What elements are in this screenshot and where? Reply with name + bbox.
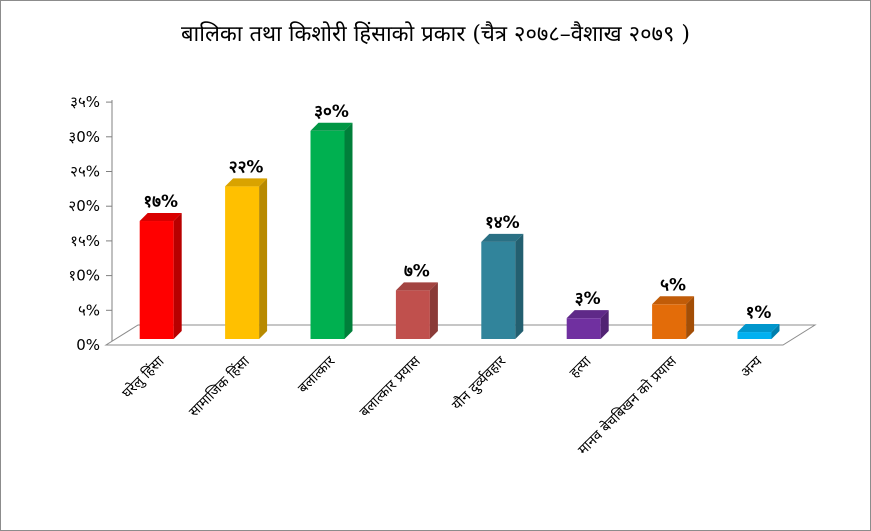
data-label: १% bbox=[746, 303, 772, 323]
data-label: १४% bbox=[485, 213, 520, 233]
bar-side bbox=[686, 296, 695, 339]
y-tick-label: २0% bbox=[68, 197, 100, 215]
category-label: बलात्कार प्रयास bbox=[357, 353, 424, 420]
category-label: हत्या bbox=[567, 353, 595, 381]
bar-side bbox=[259, 178, 268, 339]
bar bbox=[225, 178, 268, 339]
bar-side bbox=[173, 213, 182, 339]
y-tick-label: १0% bbox=[68, 267, 100, 285]
bar-front bbox=[652, 304, 687, 339]
bar-top bbox=[481, 233, 524, 242]
bar bbox=[395, 282, 438, 339]
y-tick-label: १५% bbox=[70, 232, 100, 250]
bar-front bbox=[481, 241, 516, 339]
data-label: ७% bbox=[404, 261, 430, 281]
bar bbox=[310, 122, 353, 339]
bar-top bbox=[310, 122, 353, 131]
bar-front bbox=[566, 318, 601, 339]
bar bbox=[481, 233, 524, 339]
bar-side bbox=[429, 282, 438, 339]
category-label: सामाजिक हिंसा bbox=[185, 353, 253, 421]
bar-front bbox=[395, 290, 430, 339]
bar-front bbox=[139, 221, 174, 339]
bar-top bbox=[395, 282, 438, 291]
bar-top bbox=[225, 178, 268, 187]
data-label: २२% bbox=[229, 157, 264, 177]
bar-side bbox=[344, 122, 353, 339]
bar-front bbox=[310, 130, 345, 339]
y-tick-label: ३0% bbox=[68, 128, 100, 146]
bar bbox=[652, 296, 695, 339]
bar-side bbox=[600, 310, 609, 339]
category-label: अन्य bbox=[738, 353, 766, 381]
bar-side bbox=[515, 233, 524, 339]
bar-top bbox=[139, 213, 182, 222]
data-label: ३% bbox=[575, 289, 601, 309]
bar-side bbox=[771, 324, 780, 339]
bar-front bbox=[737, 332, 772, 339]
y-tick-label: ३५% bbox=[70, 93, 100, 111]
y-tick-label: 0% bbox=[76, 336, 100, 354]
data-label: १७% bbox=[143, 192, 178, 212]
bar bbox=[139, 213, 182, 339]
bar bbox=[737, 324, 780, 339]
chart-floor bbox=[104, 324, 817, 346]
bar bbox=[566, 310, 609, 339]
y-tick-label: ५% bbox=[78, 301, 100, 319]
y-tick-label: २५% bbox=[70, 163, 100, 181]
category-label: घरेलु हिंसा bbox=[119, 353, 168, 402]
bar-top bbox=[737, 324, 780, 333]
category-label: यौन दुर्व्यवहार bbox=[448, 353, 510, 415]
data-label: ३०% bbox=[314, 102, 349, 122]
data-label: ५% bbox=[660, 275, 686, 295]
bar-top bbox=[652, 296, 695, 305]
chart-title: बालिका तथा किशोरी हिंसाको प्रकार (चैत्र … bbox=[181, 22, 690, 47]
category-label: बलात्कार bbox=[295, 353, 338, 396]
bar-top bbox=[566, 310, 609, 319]
bar-front bbox=[225, 186, 260, 339]
